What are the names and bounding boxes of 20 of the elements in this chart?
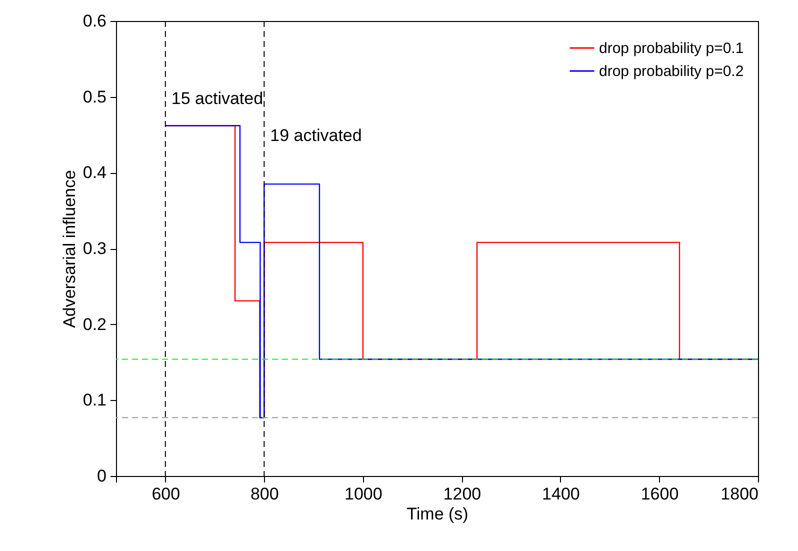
- y-tick-label: 0.4: [82, 163, 106, 182]
- x-tick-label: 1400: [542, 484, 580, 504]
- y-tick-label: 0.6: [82, 12, 106, 30]
- legend-label: drop probability p=0.2: [599, 63, 744, 80]
- x-tick-label: 600: [152, 484, 180, 504]
- ref-line-label: 15 activated: [171, 89, 264, 108]
- x-tick-label: 800: [250, 484, 279, 504]
- y-tick-label: 0.5: [82, 87, 106, 106]
- y-tick-label: 0.3: [82, 239, 106, 258]
- y-tick-label: 0.1: [82, 390, 106, 410]
- ref-line-label: 19 activated: [270, 126, 362, 145]
- legend-label: drop probability p=0.1: [599, 40, 744, 57]
- x-tick-label: 1000: [344, 484, 382, 504]
- y-tick-label: 0: [97, 466, 106, 486]
- x-tick-label: 1600: [640, 484, 679, 504]
- x-tick-label: 1200: [443, 484, 482, 504]
- y-tick-label: 0.2: [82, 314, 106, 334]
- x-axis-title: Time (s): [406, 504, 468, 524]
- y-axis-title: Adversarial influence: [60, 170, 79, 328]
- x-tick-label: 1800: [720, 484, 758, 504]
